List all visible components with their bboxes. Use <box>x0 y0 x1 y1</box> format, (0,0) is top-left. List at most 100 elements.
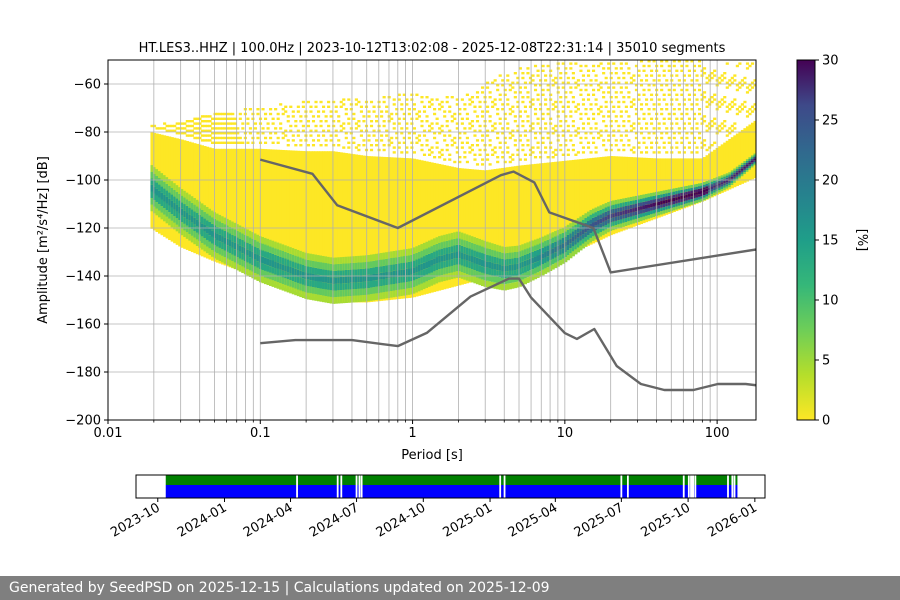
heatmap-speck <box>359 129 363 132</box>
heatmap-speck <box>703 120 707 123</box>
heatmap-ridge <box>465 241 469 248</box>
heatmap-speck <box>284 105 288 108</box>
heatmap-ridge <box>564 246 568 252</box>
heatmap-speck <box>541 117 545 120</box>
heatmap-ridge <box>602 230 606 236</box>
heatmap-speck <box>405 98 409 101</box>
heatmap-speck <box>311 120 316 123</box>
heatmap-ridge <box>175 198 179 205</box>
heatmap-speck <box>697 84 702 87</box>
heatmap-ridge <box>183 210 187 218</box>
heatmap-speck <box>546 84 550 87</box>
heatmap-ridge <box>586 235 591 240</box>
heatmap-speck <box>443 110 447 113</box>
heatmap-speck <box>478 148 482 152</box>
heatmap-ridge <box>513 251 517 259</box>
heatmap-ridge <box>697 186 702 189</box>
heatmap-band <box>561 160 565 258</box>
heatmap-ridge <box>723 181 727 184</box>
heatmap-speck <box>392 151 396 154</box>
heatmap-ridge <box>233 255 237 263</box>
heatmap-ridge <box>200 229 205 237</box>
heatmap-column <box>443 110 447 290</box>
heatmap-ridge <box>750 160 755 163</box>
heatmap-ridge <box>521 267 525 274</box>
heatmap-ridge <box>160 206 164 213</box>
heatmap-speck <box>675 69 679 72</box>
heatmap-speck <box>533 64 538 68</box>
heatmap-speck <box>511 81 515 84</box>
heatmap-ridge <box>728 174 732 177</box>
heatmap-column <box>228 112 232 268</box>
heatmap-speck <box>566 153 570 156</box>
heatmap-speck <box>458 132 462 135</box>
heatmap-speck <box>647 88 651 92</box>
heatmap-speck <box>559 144 563 147</box>
heatmap-ridge <box>289 253 293 261</box>
heatmap-speck <box>319 100 323 104</box>
heatmap-ridge <box>385 258 389 266</box>
heatmap-ridge <box>427 253 432 261</box>
heatmap-ridge <box>168 185 172 193</box>
heatmap-band <box>385 157 389 301</box>
heatmap-speck <box>533 84 538 87</box>
heatmap-ridge <box>617 224 621 229</box>
heatmap-ridge <box>248 257 252 264</box>
heatmap-ridge <box>561 248 565 254</box>
heatmap-speck <box>594 79 598 82</box>
heatmap-speck <box>745 110 750 113</box>
heatmap-speck <box>349 127 353 130</box>
heatmap-speck <box>390 112 394 116</box>
heatmap-speck <box>667 64 671 68</box>
heatmap-ridge <box>397 270 401 277</box>
heatmap-speck <box>458 156 462 159</box>
heatmap-ridge <box>155 169 159 176</box>
heatmap-ridge <box>274 248 278 255</box>
heatmap-speck <box>445 96 449 99</box>
heatmap-speck <box>579 136 583 140</box>
heatmap-speck <box>299 120 303 123</box>
heatmap-speck <box>647 64 651 68</box>
heatmap-speck <box>221 141 225 144</box>
heatmap-speck <box>662 74 666 77</box>
heatmap-speck <box>690 84 694 87</box>
heatmap-speck <box>720 122 724 125</box>
x-tick-label: 0.01 <box>94 426 123 441</box>
heatmap-ridge <box>493 256 497 264</box>
heatmap-speck <box>710 100 714 104</box>
heatmap-ridge <box>710 191 714 194</box>
heatmap-ridge <box>395 263 399 271</box>
heatmap-speck <box>738 86 742 89</box>
heatmap-ridge <box>309 266 313 274</box>
heatmap-speck <box>327 129 331 132</box>
heatmap-ridge <box>271 247 275 254</box>
heatmap-ridge <box>743 161 747 163</box>
heatmap-speck <box>657 146 661 149</box>
heatmap-speck <box>163 127 167 130</box>
heatmap-speck <box>627 91 631 94</box>
heatmap-speck <box>458 136 462 140</box>
heatmap-speck <box>470 120 475 123</box>
heatmap-ridge <box>632 204 636 209</box>
heatmap-speck <box>612 129 616 132</box>
heatmap-ridge <box>216 240 220 247</box>
heatmap-ridge <box>362 295 366 302</box>
heatmap-ridge <box>637 210 641 215</box>
heatmap-ridge <box>332 297 336 304</box>
heatmap-ridge <box>728 180 732 183</box>
heatmap-ridge <box>670 195 674 199</box>
heatmap-speck <box>602 115 606 118</box>
heatmap-speck <box>723 96 727 99</box>
heatmap-ridge <box>629 220 633 225</box>
heatmap-speck <box>501 108 505 111</box>
heatmap-ridge <box>359 282 363 289</box>
heatmap-ridge <box>362 275 366 282</box>
heatmap-ridge <box>208 235 212 242</box>
heatmap-ridge <box>369 274 374 281</box>
heatmap-ridge <box>677 187 681 191</box>
heatmap-ridge <box>591 231 596 237</box>
heatmap-ridge <box>470 236 475 243</box>
heatmap-column <box>675 69 679 212</box>
noise-model-high-curve <box>259 158 756 274</box>
y-tick-label: −100 <box>65 174 101 189</box>
